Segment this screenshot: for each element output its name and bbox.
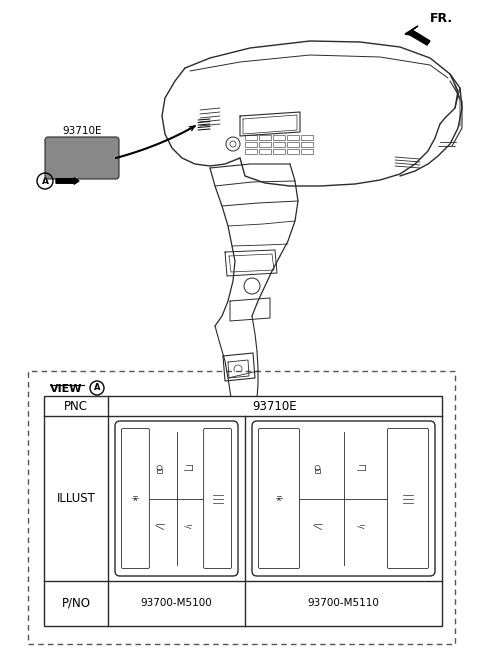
Bar bbox=[273, 149, 285, 154]
Text: FR.: FR. bbox=[430, 12, 453, 24]
Text: 93710E: 93710E bbox=[62, 126, 102, 136]
Text: ILLUST: ILLUST bbox=[57, 492, 96, 505]
FancyBboxPatch shape bbox=[115, 421, 238, 576]
Text: PNC: PNC bbox=[64, 400, 88, 413]
Bar bbox=[287, 142, 299, 147]
Text: 93700-M5100: 93700-M5100 bbox=[141, 598, 212, 609]
Text: 93710E: 93710E bbox=[252, 400, 297, 413]
Bar bbox=[273, 142, 285, 147]
Text: 93700-M5110: 93700-M5110 bbox=[308, 598, 379, 609]
Bar bbox=[157, 468, 162, 472]
Bar bbox=[287, 149, 299, 154]
Polygon shape bbox=[405, 26, 430, 45]
FancyArrow shape bbox=[56, 178, 79, 184]
FancyBboxPatch shape bbox=[45, 137, 119, 179]
Text: VIEW: VIEW bbox=[50, 384, 83, 394]
Bar bbox=[301, 142, 313, 147]
Bar bbox=[315, 468, 320, 472]
Bar bbox=[273, 135, 285, 140]
Bar bbox=[301, 149, 313, 154]
Bar bbox=[301, 135, 313, 140]
FancyBboxPatch shape bbox=[387, 428, 429, 569]
FancyBboxPatch shape bbox=[259, 428, 300, 569]
Bar bbox=[259, 149, 271, 154]
FancyBboxPatch shape bbox=[252, 421, 435, 576]
Bar bbox=[245, 135, 257, 140]
Text: A: A bbox=[41, 176, 48, 186]
FancyBboxPatch shape bbox=[204, 428, 231, 569]
FancyBboxPatch shape bbox=[121, 428, 149, 569]
Bar bbox=[44, 396, 442, 626]
Text: P/NO: P/NO bbox=[61, 597, 91, 610]
Text: A: A bbox=[94, 384, 100, 392]
Bar bbox=[245, 142, 257, 147]
Bar bbox=[245, 149, 257, 154]
Bar bbox=[259, 142, 271, 147]
Bar bbox=[287, 135, 299, 140]
Bar bbox=[259, 135, 271, 140]
Bar bbox=[28, 371, 455, 644]
